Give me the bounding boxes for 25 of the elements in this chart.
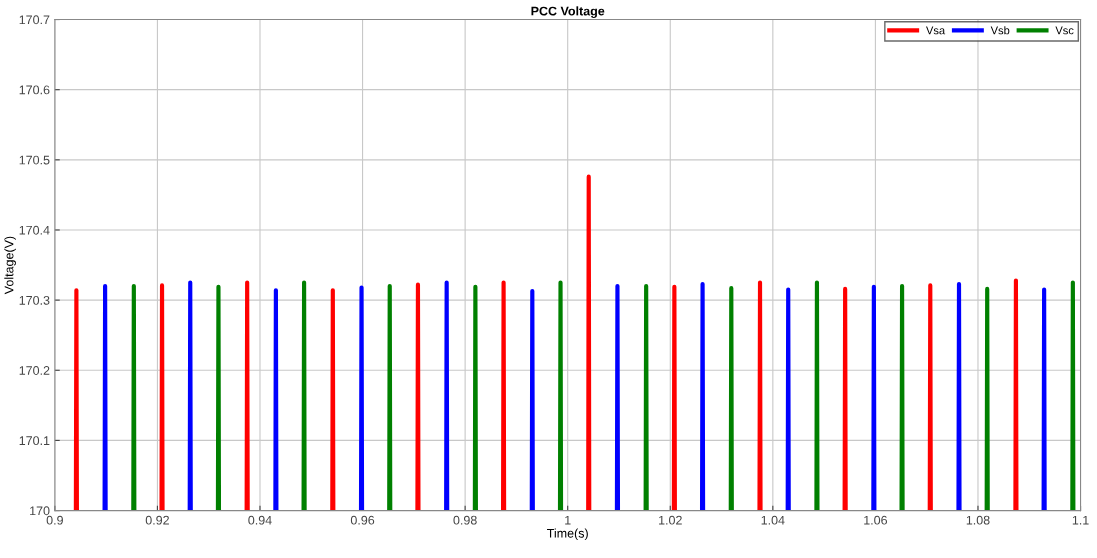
x-tick-label: 0.9 <box>46 515 63 525</box>
x-tick-label: 1.06 <box>864 515 888 525</box>
y-tick-label: 170.2 <box>19 366 50 375</box>
x-tick-label: 0.94 <box>248 515 272 525</box>
y-tick-label: 170 <box>30 506 50 516</box>
y-axis-title: Voltage(V) <box>4 236 16 295</box>
y-tick-label: 170.4 <box>19 225 50 235</box>
x-axis-title: Time(s) <box>547 528 588 541</box>
y-tick-label: 170.3 <box>19 295 50 305</box>
chart-title: PCC Voltage <box>531 6 605 19</box>
x-tick-label: 1.08 <box>966 515 990 525</box>
y-tick-label: 170.7 <box>19 15 50 25</box>
x-tick-label: 1 <box>565 515 571 525</box>
y-tick-label: 170.6 <box>19 85 50 95</box>
y-tick-label: 170.5 <box>19 155 50 165</box>
legend-label: Vsb <box>990 26 1010 35</box>
legend-label: Vsc <box>1055 26 1074 35</box>
y-tick-label: 170.1 <box>19 436 50 446</box>
x-tick-label: 1.04 <box>761 515 785 525</box>
x-tick-label: 1.02 <box>659 515 682 525</box>
x-tick-label: 0.92 <box>145 515 169 525</box>
x-tick-label: 0.98 <box>453 515 477 525</box>
x-tick-label: 0.96 <box>350 515 375 525</box>
legend-label: Vsa <box>926 26 946 35</box>
x-tick-label: 1.1 <box>1072 515 1089 525</box>
